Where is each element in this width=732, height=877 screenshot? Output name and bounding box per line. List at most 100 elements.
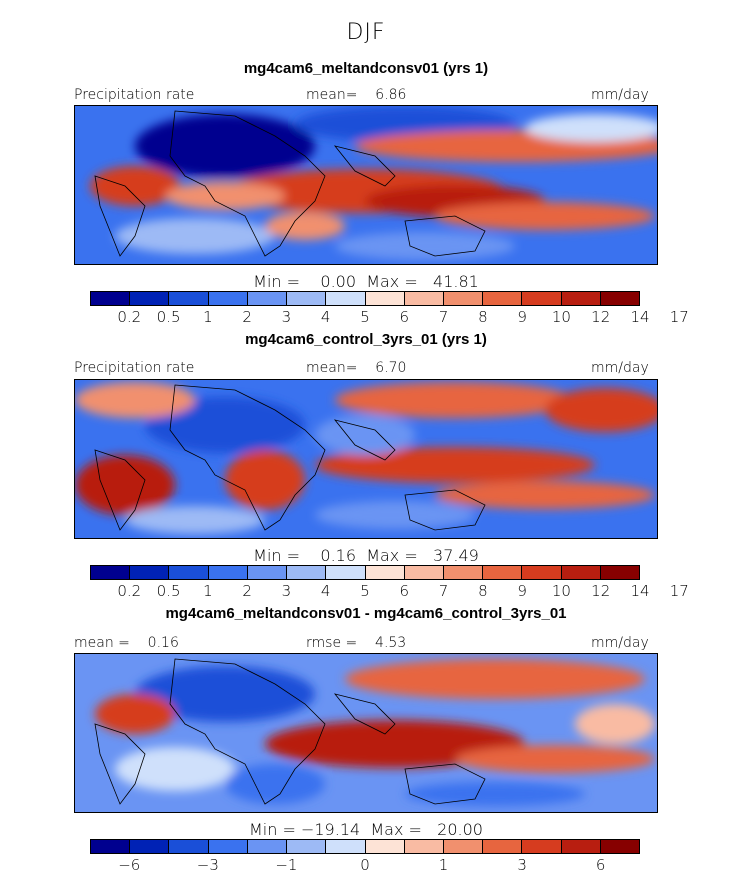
colorbar-tick-label: 0.2 xyxy=(117,308,142,326)
panel-3-left-label: mean = 0.16 xyxy=(74,635,179,651)
panel-1-title: mg4cam6_meltandconsv01 (yrs 1) xyxy=(243,60,489,77)
panel-2-left-label: Precipitation rate xyxy=(74,360,195,376)
colorbar-swatch xyxy=(287,292,327,305)
colorbar-swatch xyxy=(326,292,366,305)
colorbar-swatch xyxy=(130,292,170,305)
colorbar-tick-label: 6 xyxy=(399,308,410,326)
colorbar-tick-label: 7 xyxy=(438,582,449,600)
colorbar-tick-label: 0.5 xyxy=(156,582,181,600)
colorbar-swatch xyxy=(600,566,640,579)
colorbar-swatch xyxy=(208,566,248,579)
colorbar-2-ticks: 0.2 0.5 1 2 3 4 5 6 7 8 9 10 12 14 17 xyxy=(90,582,688,600)
panel-3-stats: Min = −19.14 Max = 20.00 xyxy=(249,820,483,839)
colorbar-swatch xyxy=(443,840,484,853)
colorbar-swatch xyxy=(208,840,248,853)
colorbar-tick-label: −6 xyxy=(118,856,141,874)
colorbar-tick-label: 12 xyxy=(591,308,611,326)
panel-2-right-label: mm/day xyxy=(591,360,649,376)
colorbar-1-ticks: 0.2 0.5 1 2 3 4 5 6 7 8 9 10 12 14 17 xyxy=(90,308,688,326)
panel-1-center-label: mean= 6.86 xyxy=(306,87,407,103)
colorbar-swatch xyxy=(287,566,327,579)
colorbar-tick-label: 5 xyxy=(360,582,370,600)
colorbar-tick-label: −1 xyxy=(275,856,298,874)
colorbar-tick-label: 14 xyxy=(630,308,650,326)
colorbar-swatch xyxy=(169,292,209,305)
colorbar-tick-label: 6 xyxy=(595,856,606,874)
colorbar-tick-label: 9 xyxy=(517,582,527,600)
colorbar-swatch xyxy=(326,840,366,853)
colorbar-tick-label: 0.2 xyxy=(117,582,142,600)
panel-1-stats: Min = 0.00 Max = 41.81 xyxy=(253,272,479,291)
colorbar-swatch xyxy=(404,292,444,305)
colorbar-swatch xyxy=(91,566,131,579)
colorbar-swatch xyxy=(247,292,288,305)
colorbar-swatch xyxy=(365,292,405,305)
colorbar-swatch xyxy=(247,566,288,579)
colorbar-3 xyxy=(90,839,640,854)
panel-3-right-label: mm/day xyxy=(591,635,649,651)
colorbar-swatch xyxy=(247,840,288,853)
precip-map-1 xyxy=(74,105,658,265)
colorbar-tick-label: 3 xyxy=(517,856,527,874)
colorbar-swatch xyxy=(600,292,640,305)
colorbar-swatch xyxy=(522,566,562,579)
colorbar-tick-label: 0 xyxy=(360,856,370,874)
colorbar-swatch xyxy=(483,566,523,579)
colorbar-tick-label: 8 xyxy=(478,308,488,326)
colorbar-tick-label: 4 xyxy=(320,308,331,326)
colorbar-tick-label: 17 xyxy=(669,308,689,326)
colorbar-tick-label: 1 xyxy=(203,308,213,326)
colorbar-3-ticks: −6 −3 −1 0 1 3 6 xyxy=(90,856,640,874)
colorbar-tick-label: 5 xyxy=(360,308,370,326)
colorbar-swatch xyxy=(561,840,601,853)
panel-1-left-label: Precipitation rate xyxy=(74,87,195,103)
colorbar-tick-label: −3 xyxy=(196,856,219,874)
colorbar-tick-label: 14 xyxy=(630,582,650,600)
colorbar-swatch xyxy=(404,566,444,579)
panel-2-stats: Min = 0.16 Max = 37.49 xyxy=(253,546,479,565)
colorbar-tick-label: 4 xyxy=(320,582,331,600)
colorbar-1 xyxy=(90,291,640,306)
colorbar-tick-label: 8 xyxy=(478,582,488,600)
colorbar-swatch xyxy=(443,292,484,305)
colorbar-swatch xyxy=(522,840,562,853)
colorbar-swatch xyxy=(365,566,405,579)
colorbar-tick-label: 2 xyxy=(242,582,252,600)
colorbar-swatch xyxy=(326,566,366,579)
colorbar-swatch xyxy=(208,292,248,305)
colorbar-swatch xyxy=(169,566,209,579)
panel-2-title: mg4cam6_control_3yrs_01 (yrs 1) xyxy=(245,331,487,348)
colorbar-swatch xyxy=(169,840,209,853)
colorbar-tick-label: 10 xyxy=(551,308,571,326)
colorbar-swatch xyxy=(522,292,562,305)
colorbar-tick-label: 7 xyxy=(438,308,449,326)
colorbar-swatch xyxy=(561,566,601,579)
season-title: DJF xyxy=(346,20,386,45)
panel-2-center-label: mean= 6.70 xyxy=(306,360,407,376)
colorbar-swatch xyxy=(443,566,484,579)
colorbar-swatch xyxy=(561,292,601,305)
colorbar-tick-label: 1 xyxy=(438,856,449,874)
colorbar-tick-label: 12 xyxy=(591,582,611,600)
colorbar-tick-label: 3 xyxy=(281,308,292,326)
colorbar-swatch xyxy=(91,840,131,853)
colorbar-swatch xyxy=(365,840,405,853)
colorbar-2 xyxy=(90,565,640,580)
colorbar-swatch xyxy=(130,566,170,579)
colorbar-swatch xyxy=(130,840,170,853)
colorbar-tick-label: 0.5 xyxy=(156,308,181,326)
colorbar-tick-label: 6 xyxy=(399,582,410,600)
colorbar-tick-label: 3 xyxy=(281,582,292,600)
colorbar-tick-label: 17 xyxy=(669,582,689,600)
colorbar-tick-label: 2 xyxy=(242,308,252,326)
colorbar-swatch xyxy=(287,840,327,853)
colorbar-tick-label: 9 xyxy=(517,308,527,326)
colorbar-tick-label: 1 xyxy=(203,582,213,600)
colorbar-swatch xyxy=(404,840,444,853)
precip-diff-map xyxy=(74,653,658,813)
precip-map-2 xyxy=(74,379,658,539)
colorbar-swatch xyxy=(483,840,523,853)
panel-3-title: mg4cam6_meltandconsv01 - mg4cam6_control… xyxy=(165,605,567,622)
colorbar-swatch xyxy=(91,292,131,305)
panel-3-center-label: rmse = 4.53 xyxy=(306,635,407,651)
